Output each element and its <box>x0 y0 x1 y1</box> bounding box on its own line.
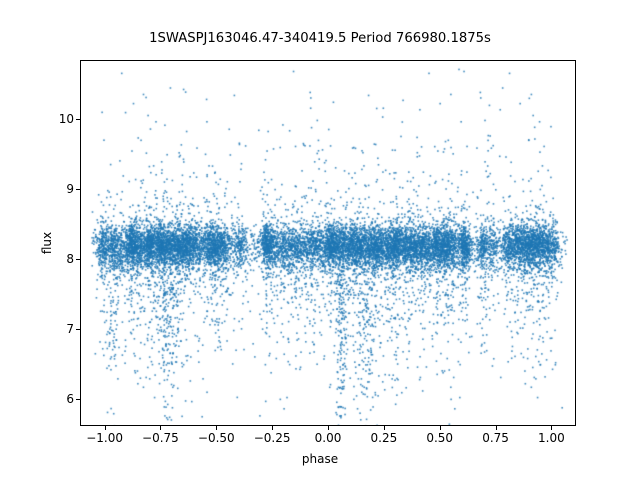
y-tick-label: 8 <box>66 252 74 267</box>
y-tick-mark <box>76 189 80 191</box>
x-tick-label: 1.00 <box>538 431 565 445</box>
x-tick-label: 0.50 <box>426 431 454 445</box>
y-tick-mark <box>76 329 80 331</box>
y-tick-label: 6 <box>66 392 74 407</box>
x-tick-mark <box>160 426 162 430</box>
x-tick-label: −0.75 <box>142 431 179 445</box>
y-axis-label: flux <box>40 231 54 255</box>
y-tick-mark <box>76 119 80 121</box>
y-tick-label: 7 <box>66 322 74 337</box>
x-tick-mark <box>495 426 497 430</box>
y-tick-label: 10 <box>58 112 74 127</box>
x-tick-mark <box>439 426 441 430</box>
x-tick-mark <box>328 426 329 430</box>
x-tick-mark <box>104 426 106 430</box>
plot-area <box>80 60 576 426</box>
x-tick-label: −1.00 <box>86 431 123 445</box>
x-tick-label: 0.75 <box>482 431 509 445</box>
chart-title: 1SWASPJ163046.47-340419.5 Period 766980.… <box>149 31 491 46</box>
x-tick-mark <box>551 426 553 430</box>
x-tick-mark <box>383 426 385 430</box>
y-tick-mark <box>76 259 80 261</box>
x-tick-mark <box>216 426 218 430</box>
y-tick-label: 9 <box>66 182 74 197</box>
x-tick-label: 0.25 <box>370 431 398 445</box>
scatter-plot-canvas <box>81 61 575 425</box>
x-tick-mark <box>272 426 274 430</box>
x-tick-label: −0.50 <box>197 431 235 445</box>
x-axis-label: phase <box>301 452 339 466</box>
y-tick-mark <box>76 399 80 401</box>
x-tick-label: −0.25 <box>253 431 291 445</box>
x-tick-label: 0.00 <box>314 431 342 445</box>
